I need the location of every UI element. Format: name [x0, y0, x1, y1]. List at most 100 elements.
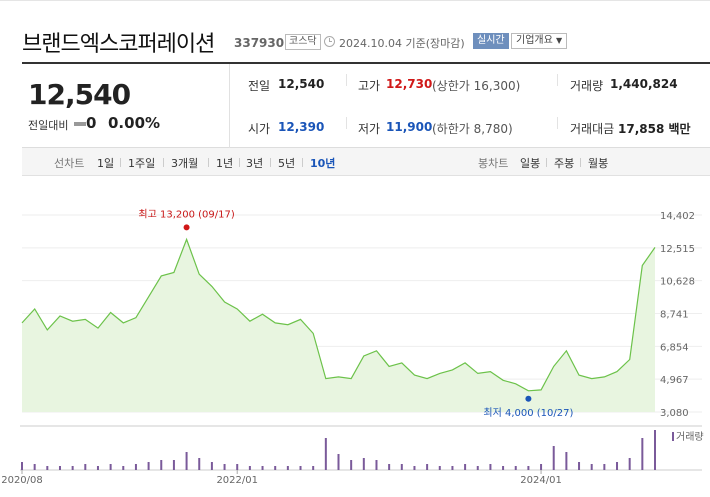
period-1y[interactable]: 1년 [216, 157, 234, 170]
volume-legend-swatch [672, 432, 674, 441]
volume-bar [565, 452, 568, 470]
high-marker [183, 224, 190, 231]
volume-bar [552, 446, 555, 470]
volume-bar [21, 462, 23, 470]
volume-bar [590, 464, 593, 470]
current-price-box: 12,540 전일대비 0 0.00% [22, 64, 230, 148]
y-tick-label: 6,854 [660, 342, 689, 353]
volume-bar [426, 464, 429, 470]
x-axis: 2020/08 2022/01 2024/01 [1, 470, 562, 486]
company-info-label: 기업개요 [516, 35, 553, 46]
stock-chart[interactable]: 14,402 12,515 10,628 8,741 6,854 4,967 3,080 2… [0, 198, 710, 497]
volume-bar [210, 462, 213, 470]
volume-bar [223, 464, 226, 470]
volume-bar [489, 464, 492, 470]
volume-bar [46, 466, 49, 470]
realtime-button[interactable]: 실시간 [473, 33, 509, 49]
period-10y[interactable]: 10년 [310, 157, 336, 170]
volume-bar [476, 466, 479, 470]
low-marker [525, 395, 532, 402]
low-annotation: 최저 4,000 (10/27) [483, 407, 573, 419]
candle-monthly[interactable]: 월봉 [588, 157, 609, 170]
volume-bar [388, 464, 391, 470]
amount-label: 거래대금 [570, 122, 615, 136]
volume-bar [464, 464, 467, 470]
chevron-down-icon: ▼ [556, 36, 563, 45]
prevday-label: 전일대비 [28, 119, 69, 132]
volume-value: 1,440,824 [610, 77, 678, 91]
y-tick-label: 4,967 [660, 375, 689, 386]
high-value: 12,730 [386, 77, 433, 91]
volume-label: 거래량 [570, 79, 604, 93]
volume-bar [71, 466, 74, 470]
candle-chart-label[interactable]: 봉차트 [478, 157, 509, 170]
y-axis: 14,402 12,515 10,628 8,741 6,854 4,967 3,080 [660, 211, 695, 419]
volume-bar [438, 466, 441, 470]
ticker-code: 337930 [234, 36, 285, 50]
period-3m[interactable]: 3개월 [171, 157, 199, 170]
volume-bar [578, 462, 581, 470]
open-label: 시가 [248, 122, 271, 136]
asof-date: 2024.10.04 기준(장마감) [339, 37, 465, 50]
separator [208, 158, 209, 167]
volume-bar [84, 464, 87, 470]
price-summary: 12,540 전일대비 0 0.00% 전일 12,540 고가 12,730 … [22, 62, 710, 148]
volume-bar [527, 466, 530, 470]
divider [346, 117, 347, 129]
upper-limit: (상한가 16,300) [432, 79, 521, 93]
candle-weekly[interactable]: 주봉 [554, 157, 575, 170]
volume-bar [58, 466, 61, 470]
period-5y[interactable]: 5년 [278, 157, 296, 170]
period-3y[interactable]: 3년 [246, 157, 264, 170]
chart-marks [183, 224, 532, 402]
market-badge: 코스닥 [285, 34, 321, 50]
line-chart-label[interactable]: 선차트 [54, 157, 85, 170]
volume-bar [413, 466, 416, 470]
volume-bar [248, 466, 251, 470]
x-tick-label: 2020/08 [1, 475, 43, 486]
volume-bar [122, 466, 125, 470]
company-name[interactable]: 브랜드엑스코퍼레이션 [22, 32, 215, 57]
period-1d[interactable]: 1일 [97, 157, 115, 170]
separator [163, 158, 164, 167]
lower-limit: (하한가 8,780) [432, 122, 513, 136]
volume-bar [400, 464, 403, 470]
separator [239, 158, 240, 167]
change-rate: 0.00% [108, 114, 161, 132]
y-tick-label: 3,080 [660, 408, 689, 419]
period-1w[interactable]: 1주일 [128, 157, 156, 170]
volume-bar [33, 464, 36, 470]
volume-bar [514, 466, 517, 470]
y-tick-label: 10,628 [660, 277, 695, 288]
volume-bar [324, 438, 327, 470]
separator [302, 158, 303, 167]
volume-legend: 거래량 [676, 431, 704, 443]
chart-toolbar: 선차트 1일 1주일 3개월 1년 3년 5년 10년 봉차트 일봉 주봉 월봉 [22, 148, 710, 176]
volume-bar [616, 462, 619, 470]
volume-bar [109, 464, 112, 470]
volume-bar [160, 460, 163, 470]
volume-bar [198, 458, 201, 470]
separator [120, 158, 121, 167]
divider [557, 74, 558, 86]
y-tick-label: 8,741 [660, 310, 689, 321]
volume-bar [299, 466, 302, 470]
volume-bar [185, 452, 188, 470]
volume-bar [286, 466, 289, 470]
x-tick-label: 2024/01 [520, 475, 562, 486]
candle-daily[interactable]: 일봉 [520, 157, 541, 170]
volume-bar [134, 464, 137, 470]
y-tick-label: 12,515 [660, 244, 695, 255]
divider [346, 74, 347, 86]
volume-bar [641, 438, 644, 470]
volume-bar [540, 464, 543, 470]
separator [546, 158, 547, 167]
volume-bar [236, 464, 239, 470]
volume-bar [603, 464, 606, 470]
high-annotation: 최고 13,200 (09/17) [138, 208, 234, 220]
company-info-dropdown[interactable]: 기업개요 ▼ [511, 33, 568, 49]
clock-icon [324, 36, 335, 47]
low-label: 저가 [358, 122, 381, 136]
volume-bar [312, 466, 315, 470]
prev-close-value: 12,540 [278, 77, 325, 91]
